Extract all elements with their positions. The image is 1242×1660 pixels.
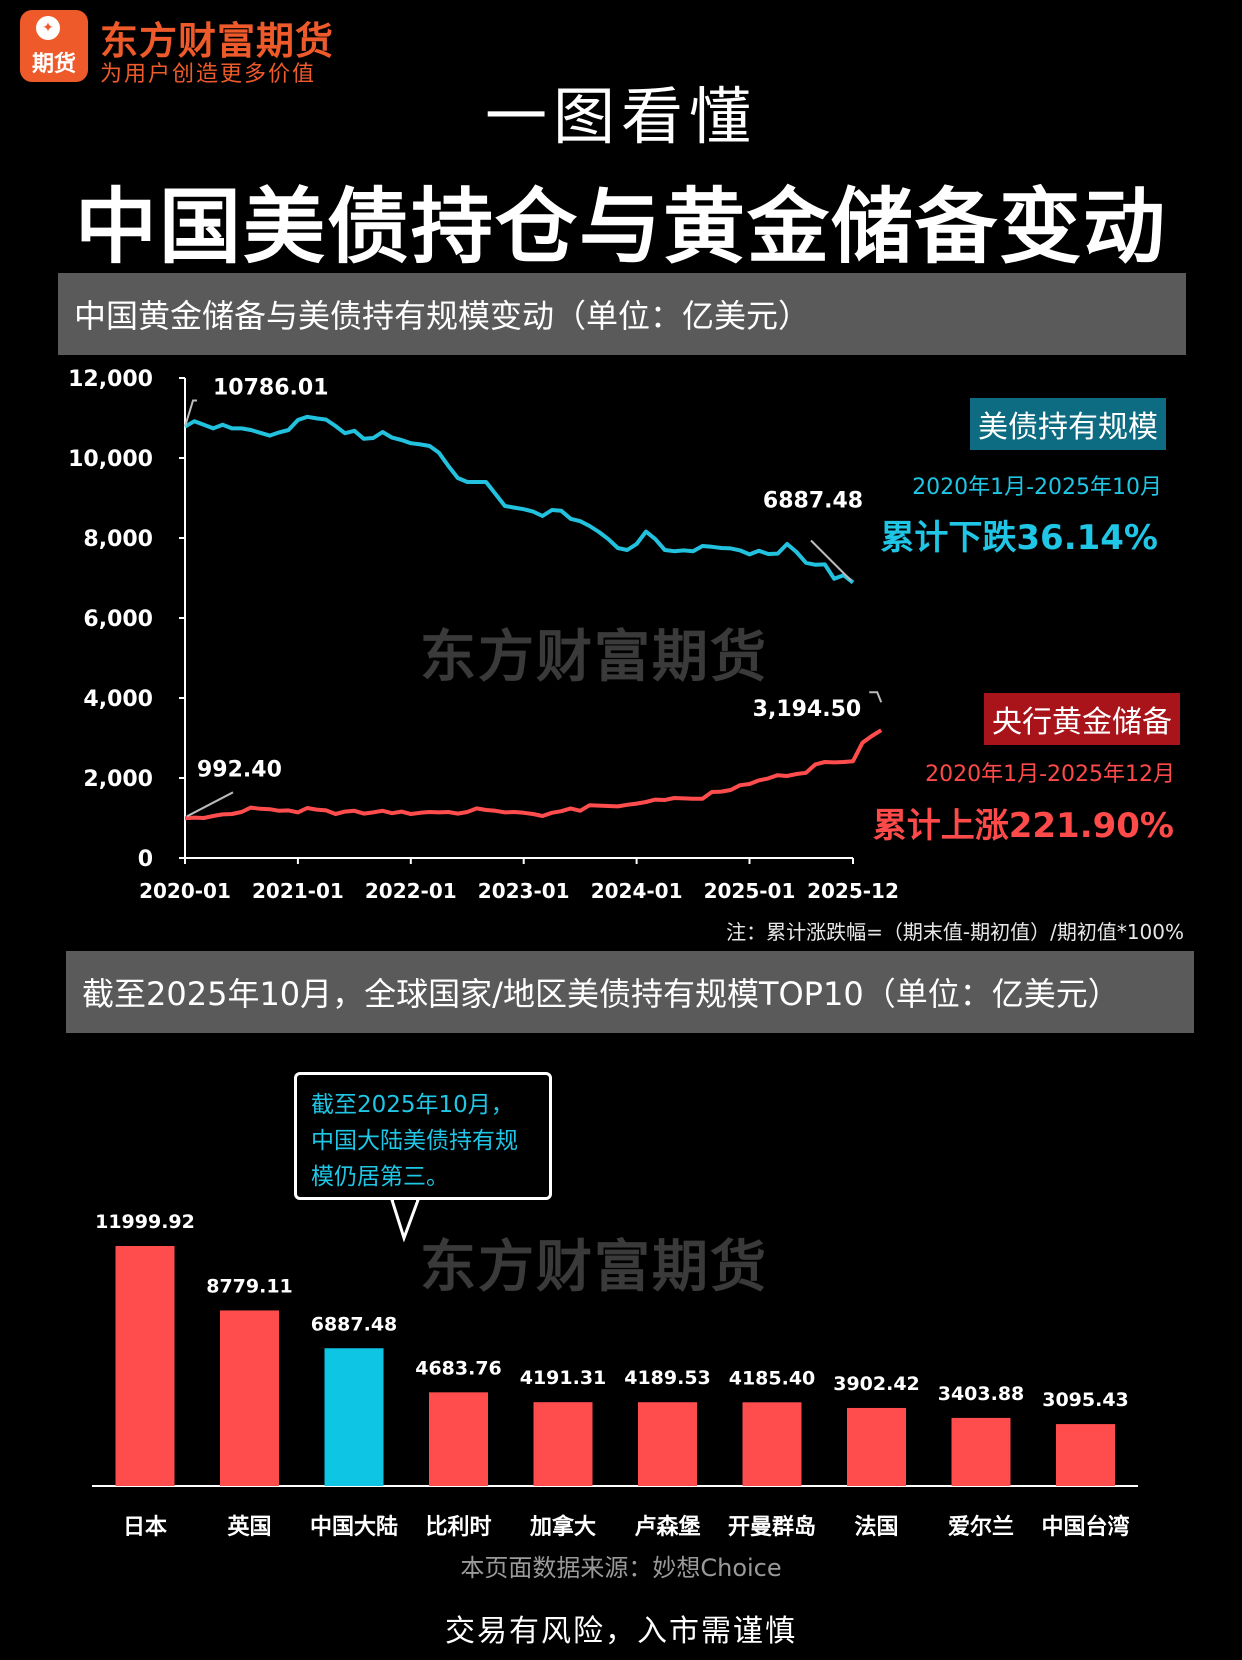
leader-line [810, 539, 852, 582]
callout-tail [390, 1200, 420, 1242]
bar [220, 1310, 279, 1486]
bar-value-label: 4683.76 [415, 1357, 502, 1379]
category-label: 日本 [123, 1515, 167, 1540]
bar [429, 1392, 488, 1486]
data-label-first: 992.40 [197, 757, 282, 782]
bar [533, 1402, 593, 1486]
bar [324, 1348, 384, 1486]
y-tick-label: 6,000 [83, 607, 153, 632]
leader-line [184, 399, 197, 427]
gold-legend-label: 央行黄金储备 [984, 693, 1180, 745]
bar-value-label: 3095.43 [1042, 1389, 1129, 1411]
y-tick-label: 12,000 [68, 367, 153, 392]
leader-line [869, 691, 883, 703]
bar-chart: 11999.92 日本 8779.11 英国 6887.48 中国大陆 4683.76 比利时… [92, 1211, 1138, 1540]
logo-text: 期货 [31, 52, 76, 77]
treasury-line [184, 414, 855, 585]
x-tick-label: 2022-01 [365, 879, 457, 903]
gold-range: 2020年1月-2025年12月 [925, 762, 1175, 787]
watermark-2: 东方财富期货 [420, 1235, 768, 1300]
watermark: 东方财富期货 [420, 625, 768, 690]
category-label: 中国大陆 [310, 1515, 398, 1540]
formula-note: 注：累计涨跌幅=（期末值-期初值）/期初值*100% [726, 920, 1184, 944]
data-source: 本页面数据来源：妙想Choice [460, 1554, 782, 1582]
y-tick-label: 2,000 [83, 767, 153, 792]
category-label: 爱尔兰 [948, 1514, 1014, 1540]
treasury-legend-label: 美债持有规模 [970, 398, 1166, 450]
risk-warning: 交易有风险，入市需谨慎 [445, 1614, 797, 1649]
y-tick-label: 8,000 [83, 527, 153, 552]
y-tick-label: 10,000 [68, 447, 153, 472]
leader-line [186, 791, 234, 818]
line-chart-section-title: 中国黄金储备与美债持有规模变动（单位：亿美元） [58, 273, 1186, 355]
category-label: 英国 [227, 1515, 271, 1540]
leaf-icon: ✦ [36, 16, 60, 40]
bar-value-label: 6887.48 [311, 1313, 398, 1335]
x-tick-label: 2025-01 [704, 879, 796, 903]
data-label-first: 10786.01 [213, 376, 329, 401]
x-tick-label: 2020-01 [139, 879, 231, 903]
brand-name: 东方财富期货 [100, 19, 335, 63]
x-tick-label: 2021-01 [252, 879, 344, 903]
y-tick-label: 0 [138, 847, 153, 872]
x-tick-label: 2024-01 [591, 879, 683, 903]
bar-value-label: 4189.53 [624, 1367, 711, 1389]
bar-value-label: 3403.88 [938, 1383, 1025, 1405]
data-label-last: 3,194.50 [753, 697, 862, 722]
data-label-last: 6887.48 [763, 489, 863, 514]
category-label: 法国 [854, 1515, 898, 1540]
bar-value-label: 3902.42 [833, 1373, 920, 1395]
x-tick-label: 2023-01 [478, 879, 570, 903]
bar-chart-section-title: 截至2025年10月，全球国家/地区美债持有规模TOP10（单位：亿美元） [66, 951, 1194, 1033]
category-label: 比利时 [425, 1515, 491, 1540]
bar [638, 1402, 697, 1486]
y-tick-label: 4,000 [83, 687, 153, 712]
bar [847, 1407, 906, 1486]
line-chart: 12,000 10,000 8,000 6,000 4,000 2,000 0 2020-01… [68, 367, 899, 903]
brand-logo: ✦ 期货 [20, 10, 88, 82]
callout-box: 截至2025年10月，中国大陆美债持有规模仍居第三。 [294, 1072, 552, 1200]
x-tick-label: 2025-12 [807, 879, 899, 903]
page-title: 中国美债持仓与黄金储备变动 [74, 180, 1167, 275]
category-label: 卢森堡 [634, 1514, 700, 1540]
bar-value-label: 8779.11 [206, 1275, 293, 1297]
category-label: 加拿大 [529, 1514, 596, 1540]
bar [115, 1246, 175, 1486]
treasury-range: 2020年1月-2025年10月 [912, 475, 1162, 500]
gold-cumulative-change: 累计上涨221.90% [872, 806, 1174, 846]
page-subtitle: 一图看懂 [484, 80, 757, 153]
brand-slogan: 为用户创造更多价值 [100, 62, 317, 87]
bar-value-label: 4191.31 [520, 1367, 607, 1389]
gold-line [184, 728, 883, 821]
category-label: 中国台湾 [1041, 1514, 1129, 1540]
bar [951, 1417, 1011, 1486]
bar-value-label: 11999.92 [95, 1211, 195, 1233]
bar-value-label: 4185.40 [729, 1367, 816, 1389]
treasury-cumulative-change: 累计下跌36.14% [880, 518, 1158, 558]
bar [1056, 1424, 1115, 1486]
bar [742, 1402, 802, 1486]
category-label: 开曼群岛 [728, 1514, 816, 1540]
